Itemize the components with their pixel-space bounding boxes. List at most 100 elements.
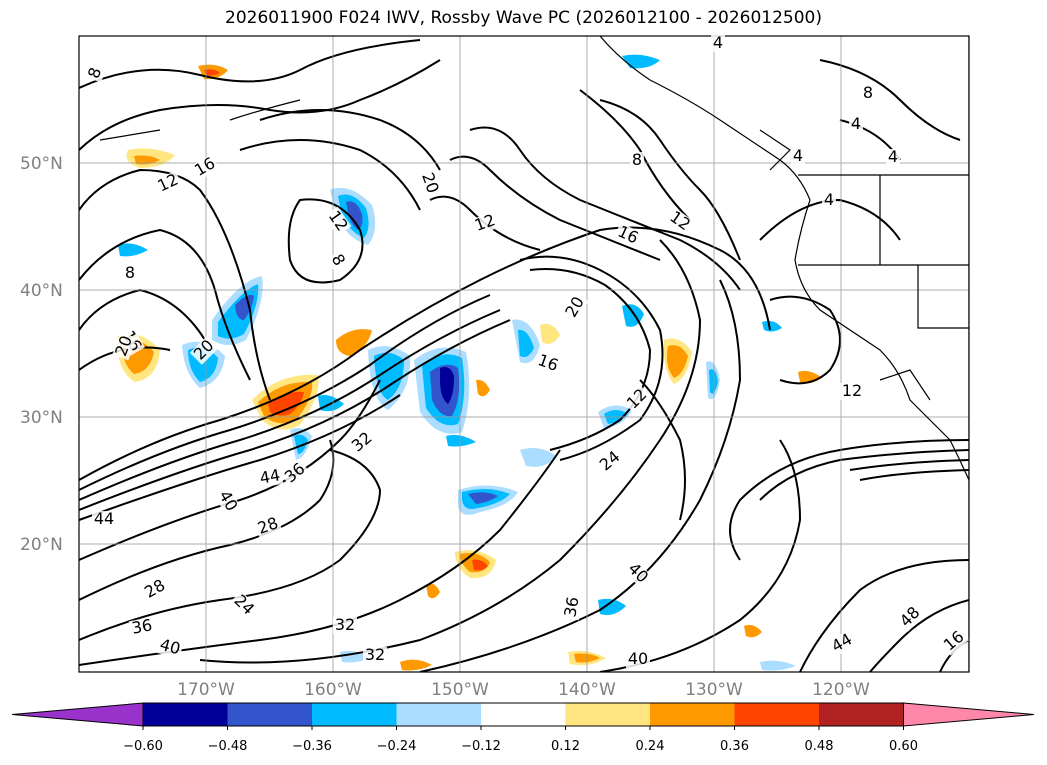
anomaly-blob <box>118 243 148 257</box>
coastlines <box>99 36 969 672</box>
contour-label: 36 <box>130 615 153 637</box>
contour-label-bg <box>827 630 857 657</box>
contour-label: 4 <box>793 146 803 165</box>
contour-label-bg <box>323 206 352 236</box>
contour-label-bg <box>849 116 863 133</box>
contour-label: 8 <box>125 263 135 282</box>
contour-label: 4 <box>824 190 834 209</box>
lon-label: 140°W <box>558 680 616 700</box>
contour-label-bg <box>470 211 500 236</box>
colorbar-segment <box>143 703 228 726</box>
contour-label: 4 <box>713 33 723 52</box>
contour-label: 44 <box>94 509 114 528</box>
contour-label: 4 <box>888 147 898 166</box>
contour-label-bg <box>128 617 156 638</box>
contour-label: 8 <box>632 150 642 169</box>
contour-label-bg <box>562 593 583 621</box>
contour-label-bg <box>623 558 653 588</box>
contour-label-bg <box>280 459 310 488</box>
anomaly-blob <box>440 367 454 404</box>
contour-label-bg <box>840 383 864 400</box>
colorbar-segment <box>650 703 735 726</box>
colorbar-extend-high <box>903 702 1035 727</box>
contour-label-bg <box>665 207 695 236</box>
colorbar-segment <box>481 703 566 726</box>
contour-label-bg <box>533 351 563 376</box>
anomaly-blob <box>666 345 688 378</box>
contour-label: 32 <box>365 645 385 664</box>
contour-label-bg <box>622 384 652 414</box>
contour-label-bg <box>791 148 805 165</box>
contour-label: 36 <box>560 595 582 618</box>
contour-label-bg <box>895 602 925 632</box>
anomaly-blob <box>468 492 498 504</box>
anomaly-blob <box>744 624 762 638</box>
contour-label-bg <box>333 617 357 634</box>
contour-label-bg <box>92 511 116 528</box>
anomaly-blob <box>134 155 160 165</box>
contour-label: 40 <box>158 635 183 659</box>
colorbar-segment <box>396 703 481 726</box>
map-gridlines <box>79 36 969 672</box>
contour-label-bg <box>886 149 900 166</box>
lat-label: 30°N <box>20 408 63 428</box>
colorbar-segment <box>565 703 650 726</box>
anomaly-blob <box>760 660 796 671</box>
anomaly-blob <box>622 54 660 69</box>
anomaly-blob <box>294 434 308 454</box>
lon-label: 120°W <box>812 680 870 700</box>
contour-label-bg <box>256 467 284 488</box>
colorbar-segment <box>734 703 819 726</box>
anomaly-blob <box>598 598 626 615</box>
colorbar-segment <box>819 703 904 726</box>
anomaly-blob <box>472 559 488 571</box>
anomaly-blob <box>476 379 490 397</box>
map-frame <box>78 35 970 673</box>
anomaly-blob <box>268 391 304 416</box>
anomaly-blob <box>426 583 440 599</box>
contour-label: 8 <box>863 83 873 102</box>
anomaly-blob <box>762 320 782 332</box>
contour-label-bg <box>112 331 137 361</box>
contour-label-bg <box>253 514 283 539</box>
lon-label: 160°W <box>304 680 362 700</box>
contour-label-bg <box>189 335 219 365</box>
contour-label-bg <box>595 447 625 476</box>
colorbar-tick-label: −0.24 <box>377 739 417 754</box>
colorbar-tick-label: 0.24 <box>636 739 665 754</box>
lat-label: 20°N <box>20 535 63 555</box>
contour-label-bg <box>85 63 106 83</box>
lat-label: 40°N <box>20 281 63 301</box>
contour-label-bg <box>626 651 650 668</box>
contour-label: 4 <box>851 114 861 133</box>
contour-label-bg <box>613 222 643 249</box>
map-title: 2026011900 F024 IWV, Rossby Wave PC (202… <box>225 8 822 28</box>
anomaly-blob <box>446 434 476 447</box>
contour-label-bg <box>229 590 259 620</box>
colorbar-frame <box>142 702 904 727</box>
contour-label-bg <box>347 428 377 457</box>
latitude-labels: 50°N 40°N 30°N 20°N <box>20 154 63 555</box>
lat-label: 50°N <box>20 154 63 174</box>
lon-label: 150°W <box>431 680 489 700</box>
anomaly-blob <box>400 659 432 671</box>
anomaly-blob <box>235 295 254 320</box>
contour-label-bg <box>711 35 725 52</box>
colorbar-tick-label: −0.12 <box>461 739 501 754</box>
contour-label-bg <box>562 292 589 322</box>
contour-label-bg <box>190 154 220 181</box>
colorbar-tick-label: −0.36 <box>292 739 332 754</box>
colorbar-extend-low <box>11 702 144 727</box>
lon-label: 170°W <box>177 680 235 700</box>
contour-label-bg <box>822 192 836 209</box>
anomaly-blob <box>518 329 534 357</box>
colorbar-tick-label: 0.12 <box>551 739 580 754</box>
anomaly-blob <box>520 448 556 467</box>
colorbar-segment <box>227 703 312 726</box>
contour-label-bg <box>417 168 442 198</box>
colorbar-tick-label: 0.60 <box>889 739 918 754</box>
colorbar: −0.60 −0.48 −0.36 −0.24 −0.12 0.12 0.24 0.36 0.4… <box>11 702 1035 754</box>
contour-label: 44 <box>258 465 281 487</box>
contour-label-bg <box>214 486 241 516</box>
longitude-labels: 170°W 160°W 150°W 140°W 130°W 120°W <box>177 680 870 700</box>
